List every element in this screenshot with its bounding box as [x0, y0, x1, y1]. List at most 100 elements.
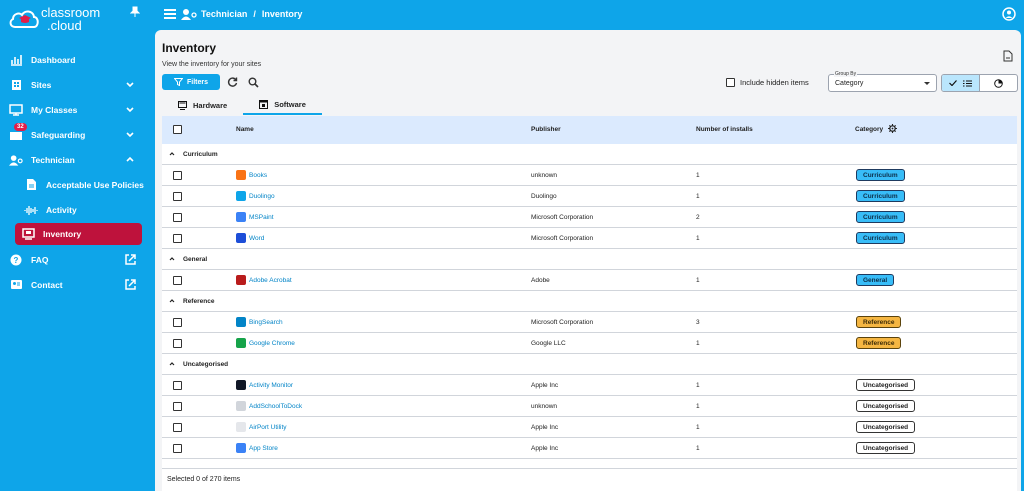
sidebar-item-technician[interactable]: Technician	[0, 147, 155, 172]
table-row[interactable]: Google Chrome Google LLC 1 Reference	[162, 333, 1017, 354]
table-row[interactable]: Activity Monitor Apple Inc 1 Uncategorised	[162, 375, 1017, 396]
chevron-down-icon[interactable]	[125, 80, 135, 90]
include-hidden-checkbox[interactable]	[726, 78, 735, 87]
row-checkbox[interactable]	[173, 234, 182, 243]
list-view-button[interactable]	[942, 75, 980, 91]
breadcrumb-technician[interactable]: Technician	[201, 9, 248, 19]
chevron-down-icon[interactable]	[125, 130, 135, 140]
chevron-up-icon[interactable]	[169, 298, 175, 304]
dropdown-caret-icon	[924, 82, 930, 85]
category-badge[interactable]: Curriculum	[856, 169, 905, 181]
category-badge[interactable]: Reference	[856, 337, 902, 349]
table-row[interactable]: Duolingo Duolingo 1 Curriculum	[162, 186, 1017, 207]
gear-icon[interactable]	[888, 124, 897, 133]
row-checkbox[interactable]	[173, 213, 182, 222]
pin-icon[interactable]	[129, 6, 141, 18]
row-checkbox[interactable]	[173, 381, 182, 390]
category-badge[interactable]: Uncategorised	[856, 421, 916, 433]
category-badge[interactable]: Curriculum	[856, 190, 905, 202]
external-link-icon[interactable]	[124, 253, 137, 266]
logo[interactable]: classroom .cloud	[8, 4, 112, 34]
page-title: Inventory	[162, 41, 217, 55]
sidebar-item-label: Dashboard	[31, 54, 76, 65]
chevron-up-icon[interactable]	[169, 151, 175, 157]
filters-button[interactable]: Filters	[162, 74, 220, 90]
row-checkbox[interactable]	[173, 171, 182, 180]
app-name-link[interactable]: MSPaint	[249, 214, 274, 221]
app-name-link[interactable]: Google Chrome	[249, 340, 295, 347]
category-badge[interactable]: General	[856, 274, 895, 286]
table-row[interactable]: Books unknown 1 Curriculum	[162, 165, 1017, 186]
app-name-link[interactable]: Word	[249, 235, 265, 242]
refresh-icon[interactable]	[227, 77, 238, 88]
group-row[interactable]: General	[162, 249, 1017, 270]
chevron-up-icon[interactable]	[125, 155, 135, 165]
sidebar-item-activity[interactable]: Activity	[0, 197, 155, 222]
row-checkbox[interactable]	[173, 444, 182, 453]
app-icon	[236, 191, 246, 201]
category-badge[interactable]: Reference	[856, 316, 902, 328]
app-name-link[interactable]: Activity Monitor	[249, 382, 294, 389]
row-checkbox[interactable]	[173, 339, 182, 348]
table-row[interactable]: MSPaint Microsoft Corporation 2 Curriculum	[162, 207, 1017, 228]
category-badge[interactable]: Curriculum	[856, 211, 905, 223]
chart-view-button[interactable]	[980, 75, 1017, 91]
column-header-publisher[interactable]: Publisher	[531, 126, 561, 133]
sidebar-item-faq[interactable]: ? FAQ	[0, 247, 155, 272]
include-hidden-toggle[interactable]: Include hidden items	[726, 78, 809, 87]
row-checkbox[interactable]	[173, 318, 182, 327]
table-row[interactable]: BingSearch Microsoft Corporation 3 Referenc…	[162, 312, 1017, 333]
tab-software[interactable]: Software	[243, 96, 322, 115]
publisher: Apple Inc	[531, 445, 559, 452]
app-name-link[interactable]: App Store	[249, 445, 278, 452]
category-badge[interactable]: Curriculum	[856, 232, 905, 244]
chevron-down-icon[interactable]	[125, 105, 135, 115]
group-row[interactable]: Curriculum	[162, 144, 1017, 165]
chevron-up-icon[interactable]	[169, 361, 175, 367]
sidebar-item-inventory[interactable]: Inventory	[15, 223, 142, 245]
chevron-up-icon[interactable]	[169, 256, 175, 262]
external-link-icon[interactable]	[124, 278, 137, 291]
sidebar-item-safeguarding[interactable]: 32 Safeguarding	[0, 122, 155, 147]
sidebar-item-acceptable-use-policies[interactable]: Acceptable Use Policies	[0, 172, 155, 197]
tab-hardware[interactable]: Hardware	[162, 96, 243, 115]
table-row[interactable]: Adobe Acrobat Adobe 1 General	[162, 270, 1017, 291]
search-icon[interactable]	[248, 77, 259, 88]
account-icon[interactable]	[1002, 7, 1016, 21]
table-row[interactable]: App Store Apple Inc 1 Uncategorised	[162, 438, 1017, 459]
inventory-icon	[21, 227, 35, 241]
group-by-select[interactable]: Group By Category	[828, 71, 937, 92]
category-badge[interactable]: Uncategorised	[856, 400, 916, 412]
category-badge[interactable]: Uncategorised	[856, 442, 916, 454]
logo-text: classroom .cloud	[41, 6, 100, 32]
app-name-link[interactable]: BingSearch	[249, 319, 283, 326]
column-header-category[interactable]: Category	[855, 124, 897, 133]
row-checkbox[interactable]	[173, 192, 182, 201]
table-row[interactable]: AirPort Utility Apple Inc 1 Uncategorised	[162, 417, 1017, 438]
select-all-checkbox[interactable]	[173, 125, 182, 134]
column-header-installs[interactable]: Number of installs	[696, 126, 753, 133]
install-count: 1	[696, 403, 700, 410]
table-row[interactable]: Word Microsoft Corporation 1 Curriculum	[162, 228, 1017, 249]
group-row[interactable]: Uncategorised	[162, 354, 1017, 375]
sidebar-item-my-classes[interactable]: My Classes	[0, 97, 155, 122]
sidebar-item-sites[interactable]: Sites	[0, 72, 155, 97]
selection-count: Selected 0 of 270 items	[167, 476, 241, 483]
row-checkbox[interactable]	[173, 423, 182, 432]
group-row[interactable]: Reference	[162, 291, 1017, 312]
app-name-link[interactable]: Books	[249, 172, 268, 179]
app-name-link[interactable]: Adobe Acrobat	[249, 277, 292, 284]
column-header-name[interactable]: Name	[236, 126, 254, 133]
table-row[interactable]: AddSchoolToDock unknown 1 Uncategorised	[162, 396, 1017, 417]
export-csv-icon[interactable]	[1003, 50, 1013, 62]
app-name-link[interactable]: AirPort Utility	[249, 424, 287, 431]
row-checkbox[interactable]	[173, 276, 182, 285]
category-badge[interactable]: Uncategorised	[856, 379, 916, 391]
sidebar-item-dashboard[interactable]: Dashboard	[0, 47, 155, 72]
row-checkbox[interactable]	[173, 402, 182, 411]
sidebar-item-contact[interactable]: Contact	[0, 272, 155, 297]
app-name-link[interactable]: AddSchoolToDock	[249, 403, 303, 410]
sidebar-item-label: FAQ	[31, 254, 49, 265]
app-name-link[interactable]: Duolingo	[249, 193, 275, 200]
menu-icon[interactable]	[164, 9, 176, 19]
